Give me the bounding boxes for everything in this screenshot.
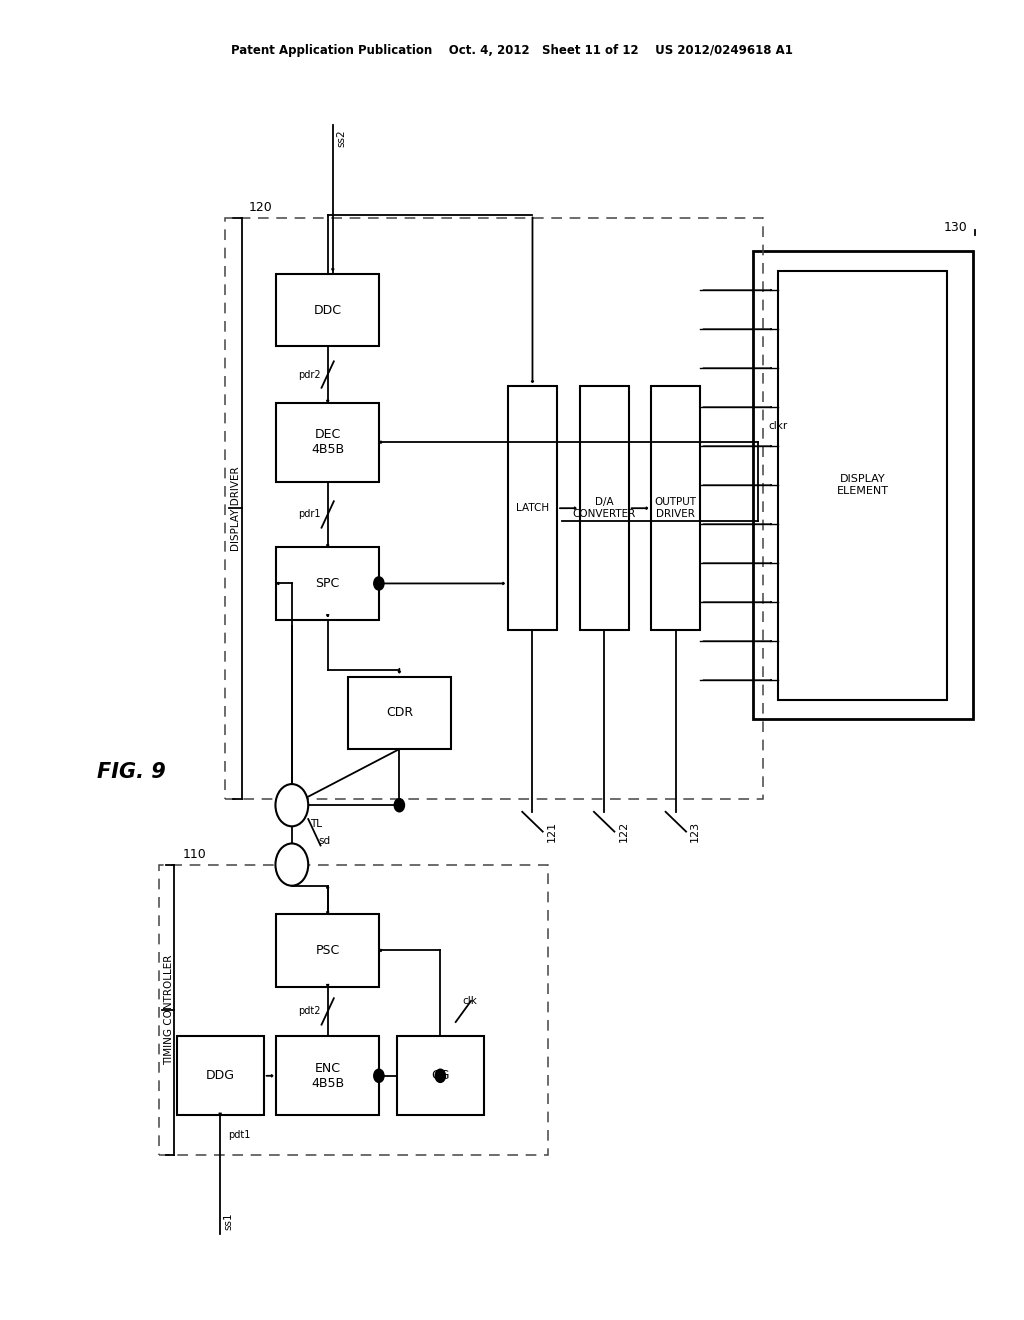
- Text: pdr2: pdr2: [298, 370, 321, 380]
- Bar: [276, 273, 379, 346]
- Bar: [753, 251, 973, 719]
- Bar: [159, 865, 548, 1155]
- Text: CDR: CDR: [386, 706, 413, 719]
- Text: D/A
CONVERTER: D/A CONVERTER: [572, 498, 636, 519]
- Text: pdr1: pdr1: [298, 510, 321, 520]
- Text: pdt1: pdt1: [228, 1130, 251, 1140]
- Circle shape: [275, 784, 308, 826]
- Text: sd: sd: [318, 837, 331, 846]
- Text: 121: 121: [547, 821, 557, 842]
- Text: DDC: DDC: [313, 304, 342, 317]
- Text: TL: TL: [310, 820, 323, 829]
- Text: 120: 120: [249, 201, 272, 214]
- Text: clk: clk: [463, 995, 478, 1006]
- Text: DEC
4B5B: DEC 4B5B: [311, 428, 344, 457]
- Bar: [176, 1036, 264, 1115]
- Circle shape: [374, 1069, 384, 1082]
- Bar: [397, 1036, 484, 1115]
- Text: pdt2: pdt2: [298, 1006, 321, 1016]
- Text: DDG: DDG: [206, 1069, 234, 1082]
- Bar: [508, 385, 557, 631]
- Circle shape: [374, 577, 384, 590]
- Bar: [276, 913, 379, 987]
- Text: 130: 130: [944, 220, 968, 234]
- Text: Patent Application Publication    Oct. 4, 2012   Sheet 11 of 12    US 2012/02496: Patent Application Publication Oct. 4, 2…: [231, 44, 793, 57]
- Text: DISPLAY DRIVER: DISPLAY DRIVER: [230, 466, 241, 550]
- Text: FIG. 9: FIG. 9: [97, 762, 166, 783]
- Bar: [225, 218, 763, 799]
- Text: DISPLAY
ELEMENT: DISPLAY ELEMENT: [837, 474, 889, 496]
- Text: clkr: clkr: [768, 421, 787, 432]
- Bar: [276, 403, 379, 482]
- Text: SPC: SPC: [315, 577, 340, 590]
- Text: 122: 122: [618, 821, 629, 842]
- Bar: [580, 385, 629, 631]
- Text: OUTPUT
DRIVER: OUTPUT DRIVER: [654, 498, 697, 519]
- Bar: [778, 271, 947, 700]
- Text: ENC
4B5B: ENC 4B5B: [311, 1061, 344, 1090]
- Bar: [276, 1036, 379, 1115]
- Circle shape: [394, 799, 404, 812]
- Text: CG: CG: [431, 1069, 450, 1082]
- Bar: [651, 385, 700, 631]
- Text: TIMING CONTROLLER: TIMING CONTROLLER: [164, 954, 174, 1065]
- Circle shape: [435, 1069, 445, 1082]
- Text: ss1: ss1: [223, 1212, 233, 1230]
- Bar: [348, 676, 451, 750]
- Text: 110: 110: [182, 847, 206, 861]
- Bar: [276, 546, 379, 619]
- Text: LATCH: LATCH: [516, 503, 549, 513]
- Text: ss2: ss2: [336, 129, 346, 148]
- Text: PSC: PSC: [315, 944, 340, 957]
- Text: 123: 123: [690, 821, 700, 842]
- Circle shape: [275, 843, 308, 886]
